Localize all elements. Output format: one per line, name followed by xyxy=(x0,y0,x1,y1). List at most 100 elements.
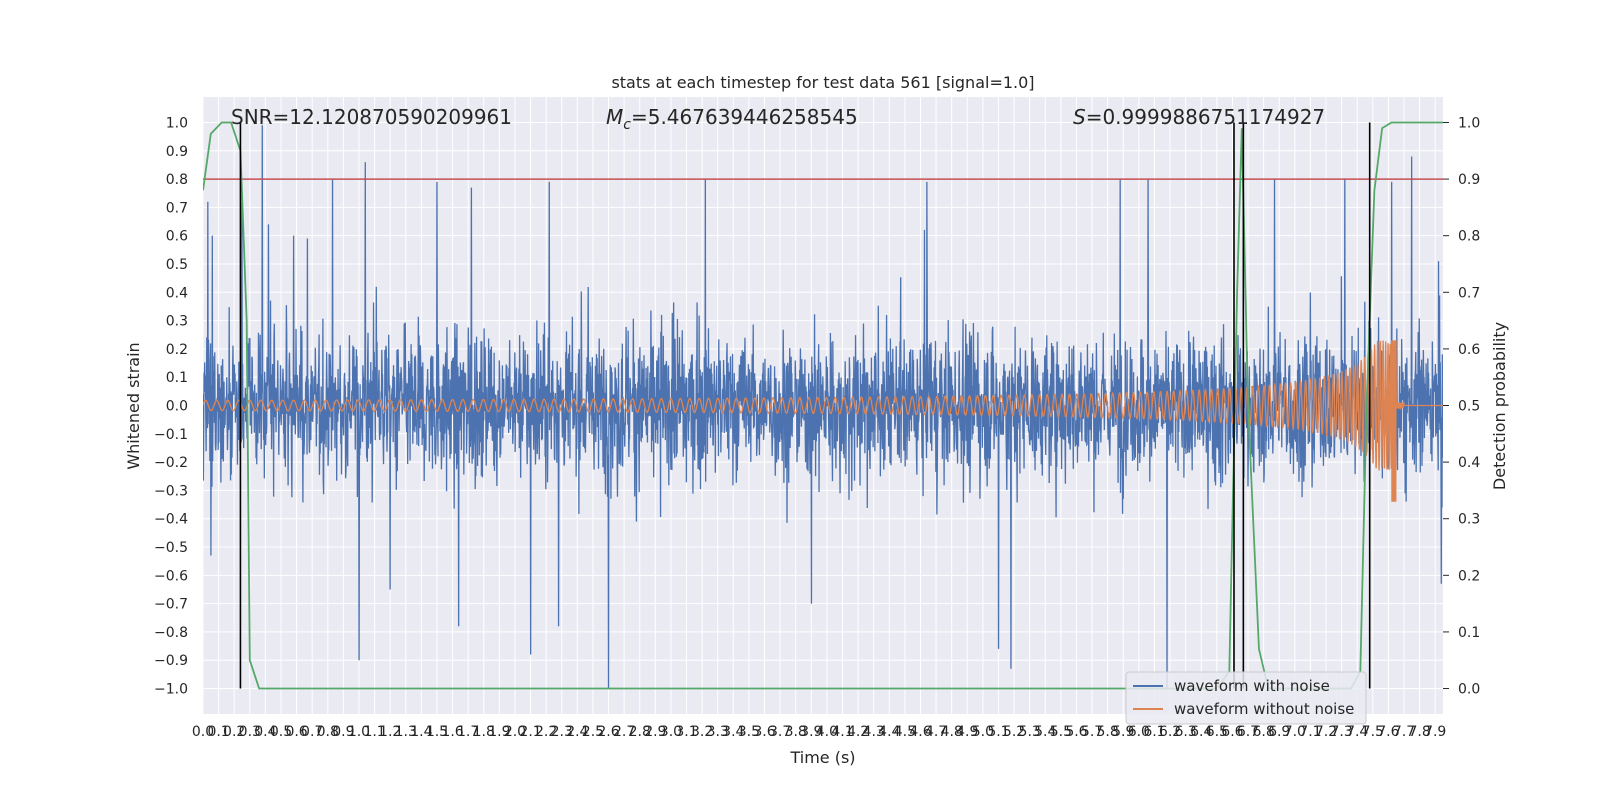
x-tick-label: 5.9 xyxy=(1112,724,1134,740)
score-annotation: S=0.9999886751174927 xyxy=(1073,105,1325,129)
score-symbol: S xyxy=(1073,105,1086,129)
score-value: =0.9999886751174927 xyxy=(1086,105,1325,129)
x-tick-label: 4.7 xyxy=(925,724,947,740)
x-tick-label: 0.0 xyxy=(192,724,214,740)
y2-tick-label: 0.7 xyxy=(1458,285,1480,301)
y-axis-ticks: −1.0 −0.9 −0.8 −0.7 −0.6 −0.5 −0.4 −0.3 −0.2 −0.1… xyxy=(154,115,188,697)
x-tick-label: 1.8 xyxy=(473,724,495,740)
snr-annotation: SNR=12.120870590209961 xyxy=(231,105,512,129)
y2-tick-label: 0.1 xyxy=(1458,625,1480,641)
y-tick-label: −0.7 xyxy=(154,597,188,613)
x-tick-label: 6.7 xyxy=(1237,724,1259,740)
x-tick-label: 3.3 xyxy=(707,724,729,740)
y2-tick-label: 0.0 xyxy=(1458,682,1480,698)
x-tick-label: 5.6 xyxy=(1065,724,1087,740)
x-tick-label: 4.5 xyxy=(894,724,916,740)
y2-axis-ticks: 0.0 0.1 0.2 0.3 0.4 0.5 0.6 0.7 0.8 0.9 1.0 xyxy=(1443,115,1480,698)
x-tick-label: 4.6 xyxy=(909,724,931,740)
x-tick-label: 6.2 xyxy=(1159,724,1181,740)
y-axis-label: Whitened strain xyxy=(124,342,143,469)
y2-tick-label: 0.3 xyxy=(1458,512,1480,528)
y-tick-label: 0.2 xyxy=(166,342,188,358)
x-tick-label: 5.4 xyxy=(1034,724,1056,740)
x-tick-label: 7.7 xyxy=(1393,724,1415,740)
x-tick-label: 0.3 xyxy=(239,724,261,740)
x-tick-label: 7.1 xyxy=(1299,724,1321,740)
x-tick-label: 0.8 xyxy=(317,724,339,740)
x-tick-label: 0.4 xyxy=(254,724,276,740)
x-tick-label: 0.9 xyxy=(332,724,354,740)
x-tick-label: 7.9 xyxy=(1424,724,1446,740)
x-tick-label: 2.4 xyxy=(566,724,588,740)
x-tick-label: 0.2 xyxy=(223,724,245,740)
legend: waveform with noise waveform without noi… xyxy=(1125,671,1367,725)
x-tick-label: 6.5 xyxy=(1206,724,1228,740)
y-tick-label: −0.4 xyxy=(154,512,188,528)
legend-label-clean: waveform without noise xyxy=(1174,700,1354,718)
y2-tick-label: 1.0 xyxy=(1458,115,1480,131)
x-tick-label: 0.5 xyxy=(270,724,292,740)
x-tick-label: 1.0 xyxy=(348,724,370,740)
x-tick-label: 3.1 xyxy=(675,724,697,740)
y2-tick-label: 0.4 xyxy=(1458,455,1480,471)
x-tick-label: 1.2 xyxy=(379,724,401,740)
x-tick-label: 0.1 xyxy=(207,724,229,740)
x-axis-ticks: 0.00.10.20.30.40.50.60.70.80.91.01.11.21… xyxy=(192,724,1446,740)
x-tick-label: 4.4 xyxy=(878,724,900,740)
x-tick-label: 1.3 xyxy=(395,724,417,740)
x-tick-label: 7.4 xyxy=(1346,724,1368,740)
x-tick-label: 4.1 xyxy=(831,724,853,740)
x-tick-label: 4.0 xyxy=(816,724,838,740)
y-tick-label: 1.0 xyxy=(166,115,188,131)
x-tick-label: 0.7 xyxy=(301,724,323,740)
x-tick-label: 3.6 xyxy=(753,724,775,740)
series-waveform-without-noise xyxy=(203,340,1443,502)
x-tick-label: 3.0 xyxy=(660,724,682,740)
y-tick-label: 0.3 xyxy=(166,314,188,330)
y-tick-label: 0.6 xyxy=(166,229,188,245)
x-tick-label: 7.0 xyxy=(1284,724,1306,740)
chirp-mass-symbol: M xyxy=(606,105,623,129)
y-tick-label: −0.8 xyxy=(154,625,188,641)
y-tick-label: 0.4 xyxy=(166,285,188,301)
x-tick-label: 7.3 xyxy=(1330,724,1352,740)
x-tick-label: 3.5 xyxy=(738,724,760,740)
x-tick-label: 6.9 xyxy=(1268,724,1290,740)
x-tick-label: 6.8 xyxy=(1252,724,1274,740)
x-tick-label: 5.1 xyxy=(987,724,1009,740)
x-tick-label: 5.2 xyxy=(1003,724,1025,740)
chirp-mass-subscript: c xyxy=(623,117,631,133)
y2-axis-label: Detection probability xyxy=(1490,322,1509,490)
y-tick-label: 0.5 xyxy=(166,257,188,273)
x-tick-label: 2.8 xyxy=(629,724,651,740)
legend-label-noise: waveform with noise xyxy=(1174,677,1330,695)
x-tick-label: 1.5 xyxy=(426,724,448,740)
x-tick-label: 6.4 xyxy=(1190,724,1212,740)
x-tick-label: 5.0 xyxy=(972,724,994,740)
series-waveform-with-noise xyxy=(203,125,1443,689)
x-tick-label: 1.7 xyxy=(457,724,479,740)
x-tick-label: 2.7 xyxy=(613,724,635,740)
y2-tick-label: 0.5 xyxy=(1458,399,1480,415)
y-tick-label: −0.2 xyxy=(154,455,188,471)
x-tick-label: 4.9 xyxy=(956,724,978,740)
x-axis-label: Time (s) xyxy=(789,748,855,767)
x-tick-label: 7.8 xyxy=(1408,724,1430,740)
x-tick-label: 6.6 xyxy=(1221,724,1243,740)
x-tick-label: 1.4 xyxy=(410,724,432,740)
x-tick-label: 4.3 xyxy=(863,724,885,740)
y-tick-label: 0.0 xyxy=(166,399,188,415)
x-tick-label: 5.8 xyxy=(1097,724,1119,740)
y-tick-label: 0.1 xyxy=(166,370,188,386)
x-tick-label: 3.7 xyxy=(769,724,791,740)
y-tick-label: 0.9 xyxy=(166,144,188,160)
y-tick-label: −0.9 xyxy=(154,653,188,669)
x-tick-label: 2.9 xyxy=(644,724,666,740)
y-tick-label: −0.1 xyxy=(154,427,188,443)
x-tick-label: 7.6 xyxy=(1377,724,1399,740)
series-layer xyxy=(203,121,1443,690)
y2-tick-label: 0.2 xyxy=(1458,568,1480,584)
x-tick-label: 3.8 xyxy=(785,724,807,740)
x-tick-label: 6.1 xyxy=(1143,724,1165,740)
